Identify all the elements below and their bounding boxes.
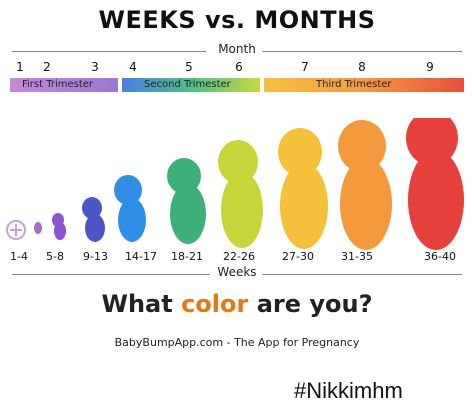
month-3: 3 bbox=[91, 60, 99, 74]
tagline-highlight: color bbox=[181, 290, 249, 318]
month-divider-left bbox=[12, 51, 206, 52]
tagline-start: What bbox=[101, 290, 182, 318]
week-label-36-40: 36-40 bbox=[424, 250, 456, 263]
fetus-week-27-30-icon bbox=[278, 128, 328, 249]
week-label-14-17: 14-17 bbox=[125, 250, 157, 263]
week-label-27-30: 27-30 bbox=[282, 250, 314, 263]
second-trimester-bar bbox=[122, 78, 260, 92]
fetus-week-18-21-icon bbox=[167, 158, 206, 244]
tagline-end: are you? bbox=[248, 290, 373, 318]
infographic-title: WEEKS vs. MONTHS bbox=[98, 6, 376, 34]
fetus-silhouettes bbox=[6, 118, 464, 250]
month-6: 6 bbox=[235, 60, 243, 74]
month-9: 9 bbox=[426, 60, 434, 74]
week-label-18-21: 18-21 bbox=[171, 250, 203, 263]
weeks-divider-left bbox=[12, 274, 210, 275]
fetus-week-1-4-icon bbox=[34, 222, 42, 234]
second-trimester-label: Second Trimester bbox=[144, 79, 231, 90]
week-label-31-35: 31-35 bbox=[341, 250, 373, 263]
fertilized-egg-icon bbox=[6, 220, 26, 240]
fetus-week-14-17-icon bbox=[114, 175, 146, 242]
third-trimester-bar bbox=[264, 78, 464, 92]
tagline: What color are you? bbox=[0, 290, 474, 318]
week-label-9-13: 9-13 bbox=[83, 250, 108, 263]
month-8: 8 bbox=[358, 60, 366, 74]
weeks-caption: Weeks bbox=[217, 265, 257, 279]
month-2: 2 bbox=[43, 60, 51, 74]
first-trimester-label: First Trimester bbox=[22, 79, 94, 90]
week-label-5-8: 5-8 bbox=[46, 250, 64, 263]
week-label-1-4: 1-4 bbox=[10, 250, 28, 263]
fetus-week-31-35-icon bbox=[338, 120, 392, 250]
month-divider-right bbox=[262, 51, 462, 52]
weeks-divider-right bbox=[262, 274, 462, 275]
fetus-week-36-40-icon bbox=[406, 118, 464, 250]
fetus-week-22-26-icon bbox=[218, 140, 263, 248]
weeks-vs-months-infographic: WEEKS vs. MONTHS Month 1 2 3 4 5 6 7 8 9… bbox=[0, 6, 474, 349]
month-4: 4 bbox=[129, 60, 137, 74]
third-trimester-label: Third Trimester bbox=[316, 79, 392, 90]
fetus-week-9-13-icon bbox=[82, 197, 105, 242]
week-label-22-26: 22-26 bbox=[223, 250, 255, 263]
month-5: 5 bbox=[185, 60, 193, 74]
footer-credit: BabyBumpApp.com - The App for Pregnancy bbox=[114, 336, 360, 349]
month-caption: Month bbox=[218, 42, 256, 56]
month-7: 7 bbox=[301, 60, 309, 74]
first-trimester-bar bbox=[10, 78, 118, 92]
month-1: 1 bbox=[16, 60, 24, 74]
fetus-week-5-8-icon bbox=[52, 213, 66, 240]
hashtag-caption: #Nikkimhm bbox=[294, 378, 403, 403]
